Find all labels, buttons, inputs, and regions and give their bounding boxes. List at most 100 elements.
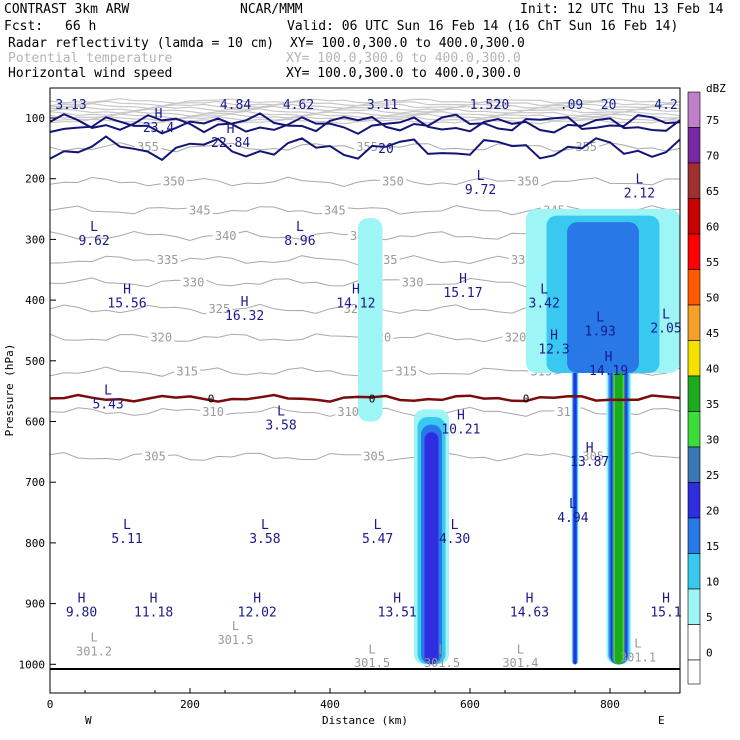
theta-contour-strat — [49, 98, 681, 104]
x-tick-label: 400 — [320, 698, 340, 711]
colorbar-tick-label: 45 — [706, 327, 719, 340]
colorbar-tick-label: 65 — [706, 185, 719, 198]
colorbar-tick-label: 15 — [706, 540, 719, 553]
field-reflectivity-xy: XY= 100.0,300.0 to 400.0,300.0 — [290, 36, 525, 51]
x-tick-label: 200 — [180, 698, 200, 711]
field-theta-xy: XY= 100.0,300.0 to 400.0,300.0 — [286, 51, 521, 66]
theta-label-bg — [148, 329, 175, 343]
extremum-type: L — [90, 220, 98, 235]
freezing-level: 0 0 0 — [49, 392, 681, 405]
theta-label-bg — [160, 173, 187, 187]
theta-extremum-value: 301.2 — [76, 644, 112, 658]
top-value-label: 4.84 — [220, 98, 251, 113]
theta-label-bg — [515, 173, 542, 187]
extremum-type: H — [526, 591, 534, 606]
freezing-label: 0 — [208, 392, 215, 405]
y-axis-label: Pressure (hPa) — [3, 344, 16, 437]
colorbar-swatch — [687, 91, 701, 128]
theta-extremum-value: 301.5 — [424, 656, 460, 670]
theta-extremum-value: 301.4 — [502, 656, 538, 670]
theta-extremum-type: L — [517, 643, 524, 657]
theta-label-bg — [321, 202, 348, 216]
theta-label: 310 — [337, 405, 359, 419]
extremum-value: 5.47 — [362, 532, 393, 547]
extremum-type: H — [459, 272, 467, 287]
extremum-value: 11.18 — [134, 605, 173, 620]
theta-extremum-type: L — [368, 643, 375, 657]
colorbar-swatch — [687, 269, 701, 306]
colorbar-unit: dBZ — [706, 82, 726, 95]
colorbar-swatch-below — [687, 659, 701, 685]
extremum-value: 5.43 — [92, 397, 123, 412]
extremum-type: L — [123, 518, 131, 533]
extremum-type: H — [253, 591, 261, 606]
theta-label: 320 — [505, 331, 527, 345]
colorbar-tick-label: 40 — [706, 363, 719, 376]
extremum-value: 22.84 — [211, 136, 250, 151]
extremum-value: 3.58 — [265, 419, 296, 434]
theta-label-bg — [206, 301, 233, 315]
extremum-type: L — [277, 405, 285, 420]
theta-label-bg — [186, 202, 213, 216]
field-wind: Horizontal wind speed — [8, 66, 172, 81]
extremum-type: L — [477, 169, 485, 184]
reflectivity-level — [358, 218, 383, 422]
extremum-value: 9.72 — [465, 183, 496, 198]
extremum-type: H — [457, 409, 465, 424]
extremum-value: 4.30 — [439, 532, 470, 547]
model-title: CONTRAST 3km ARW — [4, 2, 129, 17]
colorbar-swatch — [687, 198, 701, 235]
x-axis-label: Distance (km) — [322, 714, 408, 727]
colorbar-swatch — [687, 553, 701, 590]
extremum-value: 13.87 — [570, 455, 609, 470]
theta-extremum-value: 301.5 — [354, 656, 390, 670]
theta-contour-strat — [49, 103, 681, 109]
extremum-value: 23.4 — [143, 121, 174, 136]
extremum-type: L — [374, 518, 382, 533]
extremum-type: H — [155, 107, 163, 122]
colorbar-swatch — [687, 375, 701, 412]
theta-label-bg — [380, 173, 406, 187]
organization: NCAR/MMM — [240, 2, 303, 17]
theta-label-bg — [399, 274, 426, 288]
reflectivity-field — [358, 209, 680, 665]
theta-label: 305 — [582, 450, 604, 464]
theta-label: 310 — [202, 405, 224, 419]
extremum-value: 15.1 — [650, 605, 681, 620]
extremum-value: 1.93 — [585, 324, 616, 339]
theta-label: 355 — [356, 140, 378, 154]
colorbar-tick-label: 70 — [706, 150, 719, 163]
extremum-type: H — [550, 329, 558, 344]
theta-extremum-type: L — [438, 643, 445, 657]
extremum-type: L — [662, 307, 670, 322]
colorbar-swatch — [687, 127, 701, 164]
extremum-value: 9.62 — [78, 234, 109, 249]
extremum-value: 16.32 — [225, 309, 264, 324]
theta-contour-strat — [49, 115, 681, 122]
colorbar-tick-label: 0 — [706, 647, 713, 660]
extremum-value: 14.12 — [336, 296, 375, 311]
extremum-type: H — [352, 282, 360, 297]
top-value-label: .09 — [560, 98, 583, 113]
theta-label-bg — [212, 227, 239, 241]
theta-label: 305 — [363, 450, 385, 464]
y-tick-label: 100 — [25, 112, 45, 125]
colorbar-tick-label: 35 — [706, 398, 719, 411]
extremum-type: L — [569, 497, 577, 512]
field-wind-xy: XY= 100.0,300.0 to 400.0,300.0 — [286, 66, 521, 81]
extremum-type: H — [123, 282, 131, 297]
y-tick-label: 800 — [25, 537, 45, 550]
extremum-type: H — [586, 441, 594, 456]
wind-contour — [49, 116, 681, 135]
theta-contour-strat — [49, 110, 681, 117]
colorbar-tick-label: 30 — [706, 434, 719, 447]
x-tick-label: 600 — [460, 698, 480, 711]
colorbar-swatch — [687, 446, 701, 483]
colorbar-swatch — [687, 517, 701, 554]
theta-label-bg — [135, 139, 161, 153]
theta-label-bg — [200, 403, 227, 417]
extremum-type: L — [296, 220, 304, 235]
theta-label: 315 — [395, 365, 417, 379]
